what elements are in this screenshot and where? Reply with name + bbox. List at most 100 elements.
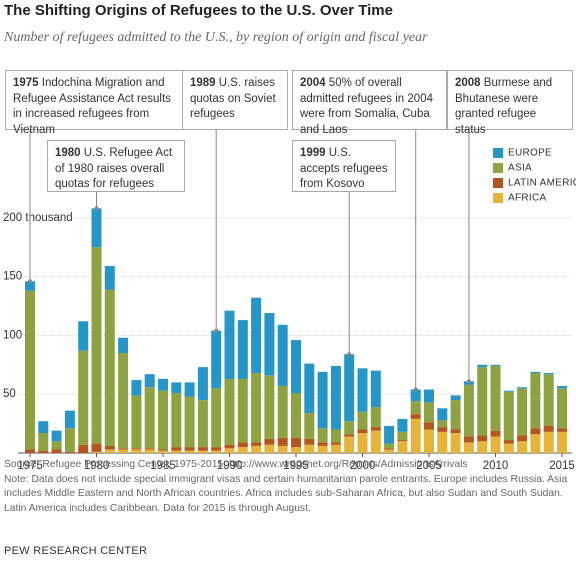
bar-segment bbox=[397, 441, 408, 453]
y-tick-label: 200 thousand bbox=[3, 212, 73, 224]
bar-segment bbox=[104, 449, 115, 453]
bar-segment bbox=[144, 374, 155, 388]
bar-segment bbox=[397, 431, 408, 441]
bar-segment bbox=[237, 447, 248, 453]
bar-segment bbox=[158, 450, 168, 453]
legend-swatch bbox=[493, 193, 503, 203]
bar-segment bbox=[503, 443, 514, 453]
bar-segment bbox=[25, 290, 35, 450]
bar-segment bbox=[543, 431, 554, 453]
bar-segment bbox=[357, 429, 368, 434]
bar-segment bbox=[144, 448, 155, 450]
bar-segment bbox=[317, 442, 328, 446]
annotation-text: U.S. raises quotas on Soviet refugees bbox=[190, 77, 276, 121]
bar-segment bbox=[344, 421, 355, 435]
bar-segment bbox=[437, 427, 448, 432]
bar-segment bbox=[450, 400, 461, 430]
bar-segment bbox=[158, 449, 168, 451]
callout-dot bbox=[214, 328, 219, 333]
bar-segment bbox=[197, 400, 208, 448]
bar-segment bbox=[517, 441, 528, 453]
bar-segment bbox=[277, 445, 288, 453]
x-tick-label: 1975 bbox=[17, 460, 43, 472]
bar-segment bbox=[330, 429, 341, 443]
annotation-text: 50% of overall admitted refugees in 2004… bbox=[300, 77, 433, 136]
legend-label: ASIA bbox=[508, 163, 532, 174]
bar-segment bbox=[184, 450, 195, 453]
x-tick-label: 2000 bbox=[350, 460, 376, 472]
bar-segment bbox=[410, 418, 421, 453]
bar-segment bbox=[251, 373, 262, 443]
annotation: 2004 50% of overall admitted refugees in… bbox=[292, 70, 447, 136]
bar-segment bbox=[330, 444, 341, 453]
annotation: 1989 U.S. raises quotas on Soviet refuge… bbox=[182, 70, 288, 130]
bar-segment bbox=[211, 450, 222, 453]
annotation: 2008 Burmese and Bhutanese were granted … bbox=[447, 70, 573, 136]
bar-segment bbox=[370, 370, 381, 408]
bar-segment bbox=[384, 449, 395, 453]
bar-segment bbox=[251, 445, 262, 453]
bar-segment bbox=[384, 425, 395, 444]
bar-segment bbox=[78, 321, 89, 351]
bar-segment bbox=[78, 350, 89, 445]
bar-segment bbox=[91, 247, 102, 444]
x-tick-label: 2015 bbox=[549, 460, 575, 472]
bar-segment bbox=[158, 390, 168, 450]
bar-segment bbox=[357, 368, 368, 412]
bar-segment bbox=[543, 425, 554, 432]
bar-segment bbox=[317, 371, 328, 429]
bar-segment bbox=[277, 385, 288, 438]
bar-segment bbox=[78, 444, 89, 453]
x-tick-label: 1995 bbox=[283, 460, 309, 472]
annotation: 1980 U.S. Refugee Act of 1980 raises ove… bbox=[47, 140, 185, 192]
callout-dot bbox=[28, 279, 32, 284]
bar-segment bbox=[424, 389, 434, 403]
bar-segment bbox=[38, 433, 49, 451]
bar-segment bbox=[118, 353, 129, 449]
bar-segment bbox=[104, 445, 115, 450]
bar-segment bbox=[144, 449, 155, 453]
bar-segment bbox=[171, 382, 182, 394]
bar-segment bbox=[304, 438, 315, 445]
bar-segment bbox=[38, 450, 49, 453]
bar-segment bbox=[344, 434, 355, 437]
chart-title: The Shifting Origins of Refugees to the … bbox=[4, 2, 393, 19]
bar-segment bbox=[477, 367, 488, 436]
bar-segment bbox=[224, 310, 235, 379]
credit: PEW RESEARCH CENTER bbox=[4, 545, 148, 557]
bar-segment bbox=[251, 297, 262, 374]
bar-segment bbox=[557, 388, 567, 429]
bar-segment bbox=[557, 385, 567, 389]
y-tick-label: 50 bbox=[3, 388, 16, 400]
annotation-year: 1989 bbox=[190, 77, 216, 89]
bar-segment bbox=[370, 407, 381, 428]
legend-swatch bbox=[493, 163, 503, 173]
bar-segment bbox=[370, 427, 381, 431]
bar-segment bbox=[357, 411, 368, 430]
bar-segment bbox=[51, 430, 62, 442]
bar-segment bbox=[517, 387, 528, 389]
bar-segment bbox=[51, 441, 62, 450]
callout-dot bbox=[466, 379, 471, 384]
bar-segment bbox=[410, 401, 421, 415]
annotation: 1999 U.S. accepts refugees from Kosovo bbox=[292, 140, 396, 192]
bar-segment bbox=[211, 447, 222, 451]
bar-segment bbox=[184, 447, 195, 451]
note: Note: Data does not include special immi… bbox=[4, 474, 568, 514]
bar-segment bbox=[424, 402, 434, 423]
source: Source: Refugee Processing Center, 1975-… bbox=[4, 459, 468, 470]
x-tick-label: 1985 bbox=[150, 460, 176, 472]
bar-segment bbox=[171, 393, 182, 448]
bar-segment bbox=[530, 434, 541, 453]
bar-segment bbox=[118, 448, 129, 450]
annotation-text: Burmese and Bhutanese were granted refug… bbox=[455, 77, 553, 136]
bar-segment bbox=[104, 265, 115, 290]
callout-dot bbox=[94, 206, 99, 211]
bar-segment bbox=[118, 449, 129, 453]
bar-segment bbox=[264, 375, 275, 439]
x-tick-label: 1990 bbox=[217, 460, 243, 472]
bar-segment bbox=[463, 384, 474, 437]
y-tick-label: 150 bbox=[3, 271, 22, 283]
